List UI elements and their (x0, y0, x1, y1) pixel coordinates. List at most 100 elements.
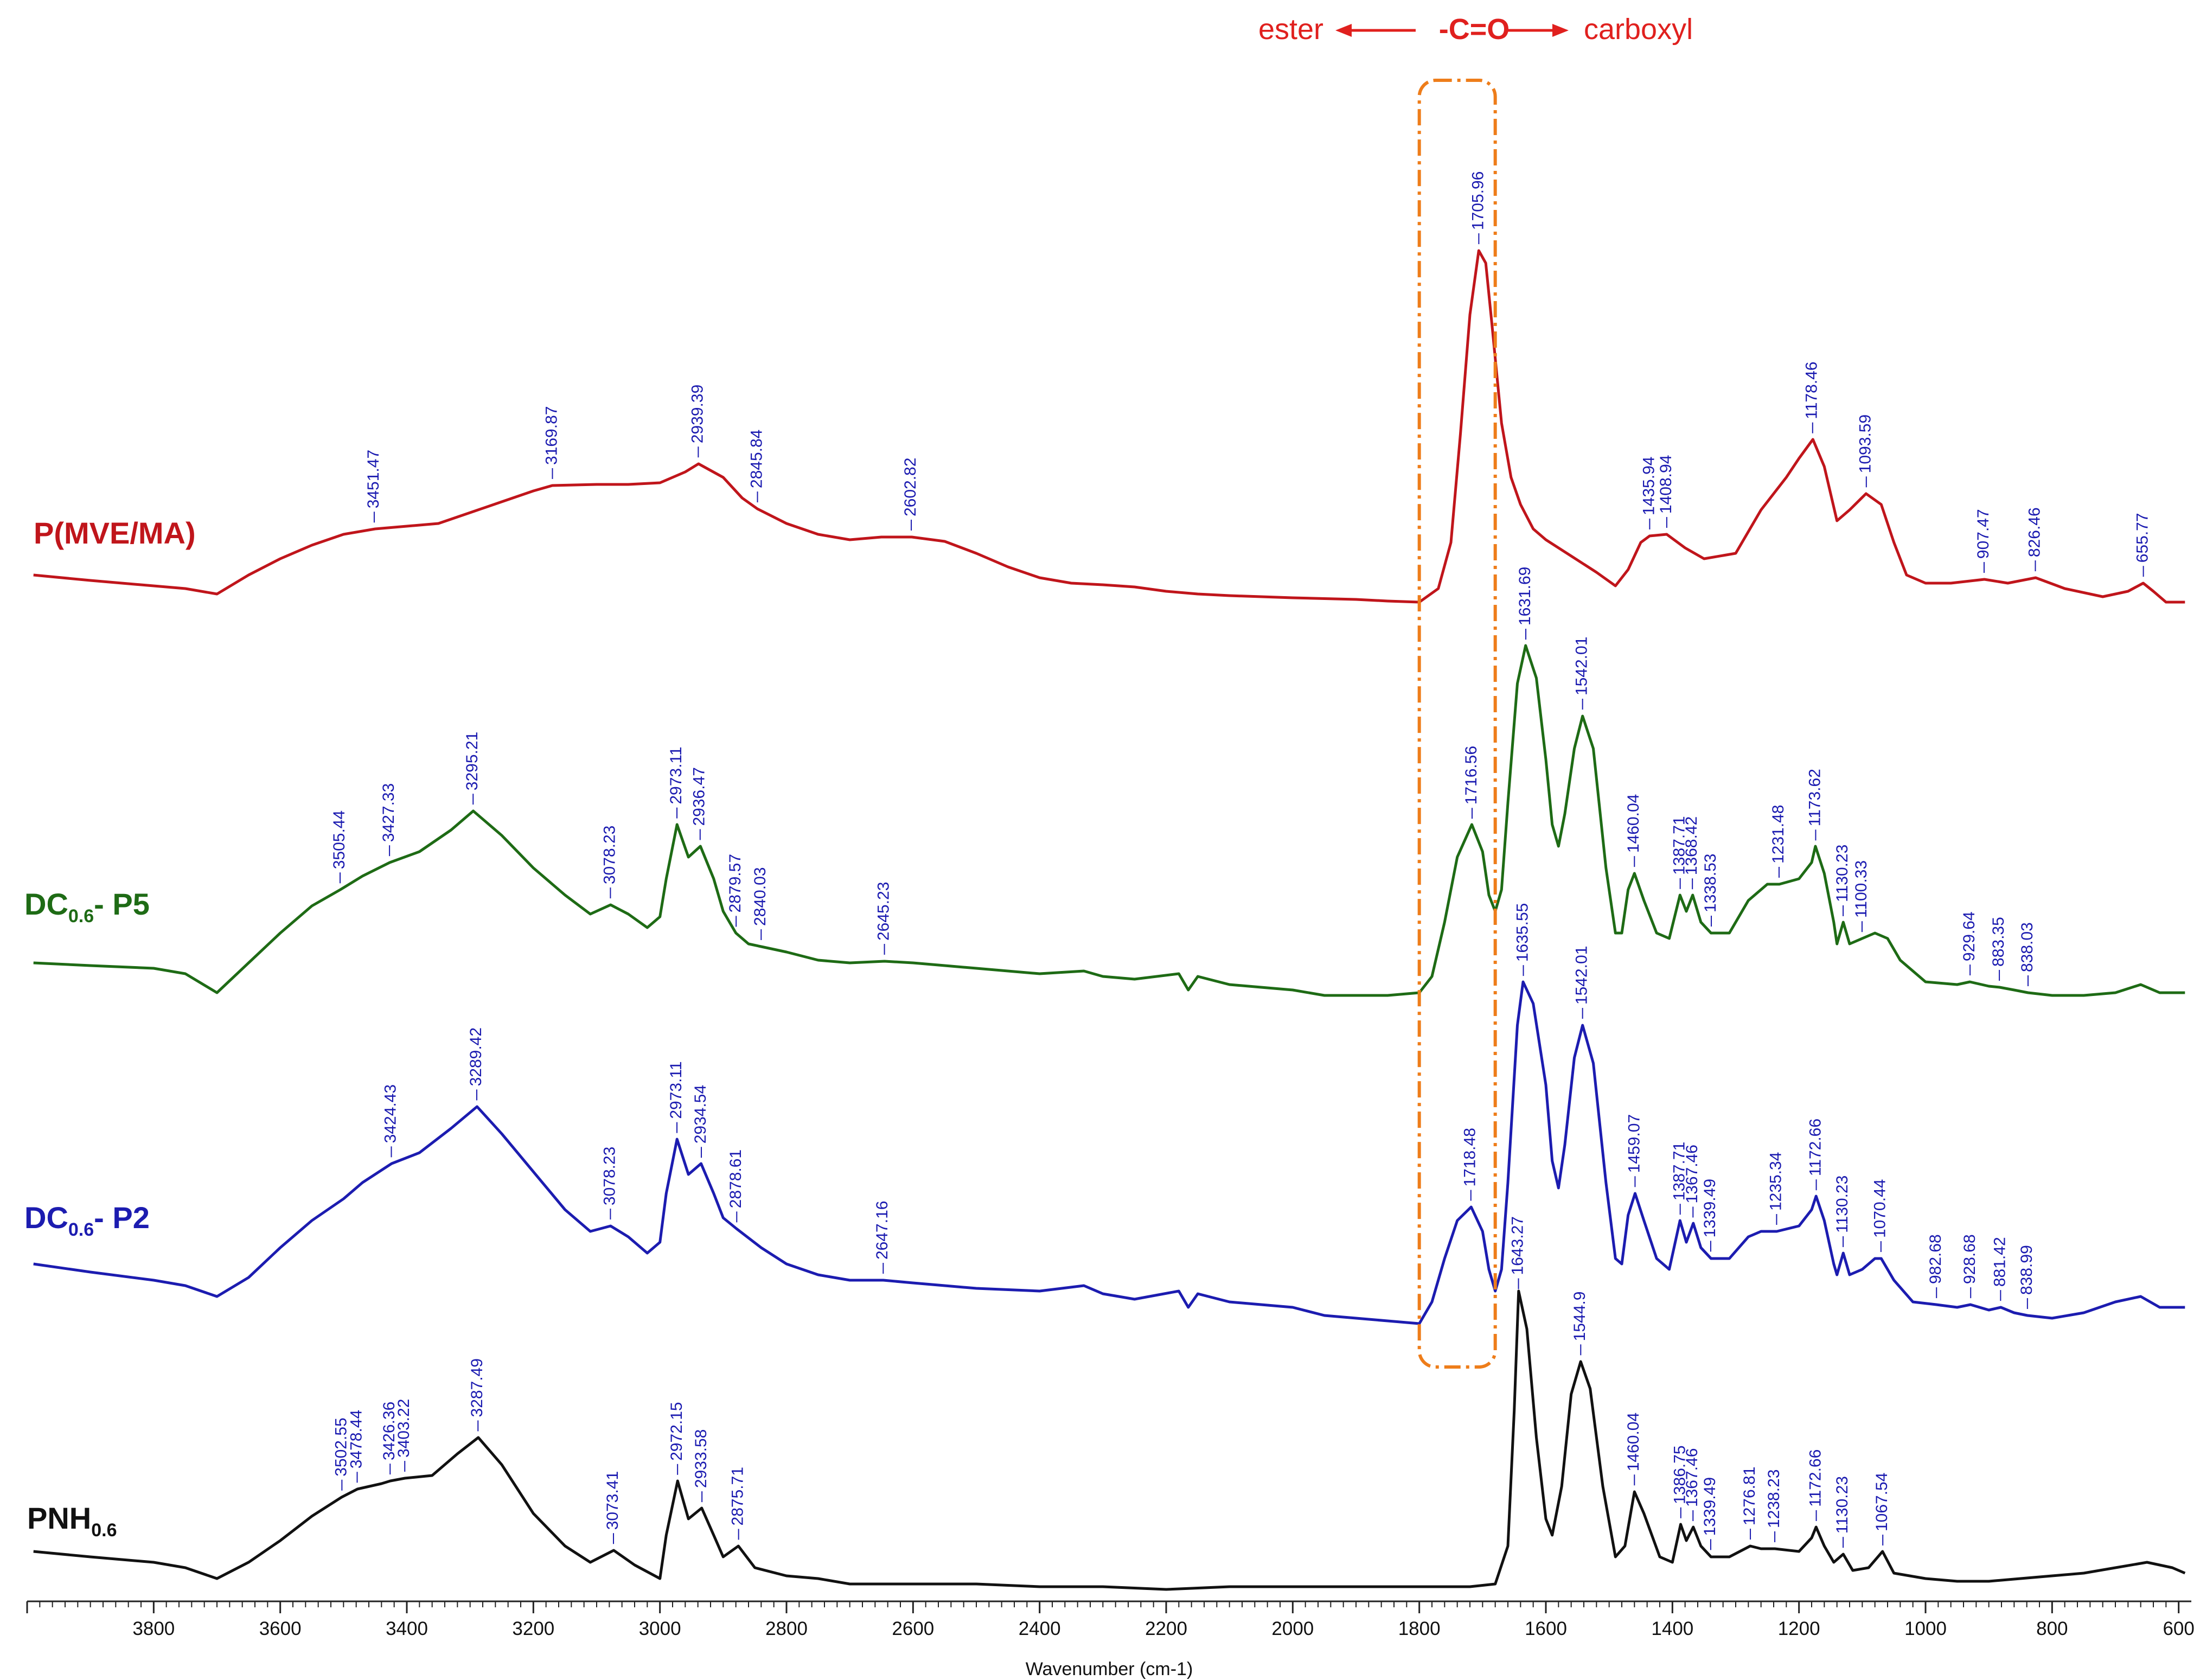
peak-label: 1460.04 (1625, 1413, 1642, 1471)
peak-label-group: 3078.23 (600, 826, 618, 899)
peak-label: 3295.21 (463, 732, 481, 790)
peak-label-group: 3169.87 (542, 406, 560, 479)
peak-label: 3287.49 (468, 1358, 486, 1417)
peak-label: 1542.01 (1573, 637, 1591, 695)
peak-label: 3403.22 (395, 1399, 413, 1458)
peak-label-group: 2934.54 (692, 1085, 709, 1158)
peak-label: 1716.56 (1462, 746, 1480, 804)
peak-label: 826.46 (2025, 507, 2043, 557)
peak-label-group: 2602.82 (901, 458, 919, 531)
peak-label: 1459.07 (1625, 1114, 1643, 1173)
x-tick-label: 1600 (1525, 1618, 1567, 1639)
peak-label-group: 1339.49 (1701, 1477, 1719, 1550)
peak-label-group: 3478.44 (347, 1410, 365, 1483)
peak-label-group: 3073.41 (604, 1471, 622, 1544)
peak-label: 2875.71 (729, 1467, 747, 1525)
peak-label: 1173.62 (1806, 769, 1824, 826)
peak-label-group: 2936.47 (690, 767, 708, 840)
x-tick-label: 2600 (892, 1618, 934, 1639)
series-labels: P(MVE/MA) DC0.6- P5 DC0.6- P2 PNH0.6 (24, 516, 196, 1541)
peak-label-group: 3426.36 (380, 1402, 398, 1475)
spectrum-line-4 (33, 1289, 2186, 1591)
peak-label: 881.42 (1991, 1237, 2009, 1287)
peak-label: 2939.39 (688, 385, 706, 443)
peak-label: 3451.47 (364, 450, 382, 508)
peak-label-group: 1130.23 (1833, 1176, 1851, 1247)
peak-label-group: 1070.44 (1871, 1179, 1889, 1252)
peak-label-group: 1173.62 (1806, 769, 1824, 841)
peak-label-group: 1238.23 (1765, 1470, 1783, 1542)
x-tick-label: 1200 (1778, 1618, 1820, 1639)
peak-label: 3424.43 (381, 1084, 399, 1143)
peak-label-group: 1100.33 (1852, 860, 1870, 932)
x-tick-label: 2200 (1145, 1618, 1187, 1639)
x-tick-label: 2400 (1019, 1618, 1061, 1639)
spectrum-curves (33, 249, 2186, 1591)
peak-label: 1339.49 (1701, 1477, 1719, 1536)
series-label-2: DC0.6- P5 (24, 887, 150, 927)
peak-label: 3289.42 (467, 1027, 485, 1086)
annotation-carboxyl: carboxyl (1584, 13, 1693, 46)
peak-label-group: 1130.23 (1833, 845, 1851, 916)
peak-label: 1130.23 (1833, 1176, 1851, 1233)
peak-label-group: 2972.15 (668, 1402, 686, 1475)
peak-label: 838.99 (2018, 1245, 2036, 1295)
peak-label-group: 1339.49 (1701, 1179, 1719, 1252)
peak-label: 838.03 (2018, 922, 2036, 972)
series-label-3: DC0.6- P2 (24, 1200, 150, 1240)
peak-label: 1387.71 (1671, 816, 1689, 874)
peak-label: 3169.87 (542, 406, 560, 465)
peak-label: 2645.23 (874, 882, 892, 941)
x-tick-label: 3400 (386, 1618, 428, 1639)
carbonyl-region-box (1417, 79, 1497, 1369)
peak-label: 2840.03 (751, 867, 769, 926)
peak-label-group: 1542.01 (1573, 946, 1591, 1019)
peak-label-group: 1631.69 (1516, 567, 1534, 640)
peak-label: 1339.49 (1701, 1179, 1719, 1237)
peak-label-group: 1643.27 (1508, 1216, 1526, 1289)
peak-label: 1408.94 (1657, 455, 1675, 514)
peak-label: 2602.82 (901, 458, 919, 516)
x-tick-label: 2800 (765, 1618, 808, 1639)
spectrum-line-2 (33, 644, 2185, 997)
peak-label-group: 1542.01 (1573, 637, 1591, 710)
peak-label: 982.68 (1927, 1234, 1945, 1284)
peak-label-group: 2973.11 (667, 746, 685, 819)
arrow-right-head (1552, 24, 1569, 37)
peak-label: 1435.94 (1640, 457, 1658, 515)
peak-label: 1367.46 (1683, 1145, 1701, 1203)
peak-label: 3505.44 (330, 810, 348, 869)
peak-label-group: 3427.33 (380, 783, 398, 857)
peak-label-group: 838.03 (2018, 922, 2036, 986)
peak-label: 2973.11 (667, 746, 685, 804)
series-label-4: PNH0.6 (27, 1501, 117, 1541)
peak-label: 883.35 (1990, 917, 2007, 967)
peak-label: 2878.61 (727, 1149, 745, 1208)
peak-label: 2973.11 (667, 1061, 685, 1119)
peak-label-group: 1130.23 (1833, 1476, 1851, 1548)
peak-label-group: 1459.07 (1625, 1114, 1643, 1187)
peak-label: 1367.46 (1683, 1448, 1701, 1507)
peak-label: 3502.55 (332, 1417, 350, 1476)
peak-label: 2936.47 (690, 767, 708, 826)
peak-label: 1130.23 (1833, 845, 1851, 902)
peak-label-group: 1235.34 (1767, 1152, 1785, 1225)
peak-label-group: 1367.46 (1683, 1448, 1701, 1522)
peak-label-group: 2875.71 (729, 1467, 747, 1540)
peak-label: 1387.71 (1671, 1142, 1689, 1200)
x-tick-label: 3800 (132, 1618, 175, 1639)
peak-label-group: 1231.48 (1769, 805, 1787, 878)
peak-label: 3073.41 (604, 1471, 622, 1530)
peak-label-group: 1460.04 (1625, 1413, 1642, 1486)
x-tick-label: 3200 (512, 1618, 554, 1639)
x-tick-label: 800 (2036, 1618, 2068, 1639)
peak-label-group: 838.99 (2018, 1245, 2036, 1309)
x-tick-label: 1800 (1398, 1618, 1441, 1639)
peak-label-group: 2840.03 (751, 867, 769, 940)
peak-labels: 3451.47 3169.87 2939.39 2845.84 2602.82 1705.… (330, 171, 2152, 1550)
arrow-left-head (1335, 24, 1352, 37)
peak-label: 1542.01 (1573, 946, 1591, 1005)
peak-label-group: 928.68 (1961, 1234, 1979, 1299)
x-tick-label: 600 (2163, 1618, 2194, 1639)
